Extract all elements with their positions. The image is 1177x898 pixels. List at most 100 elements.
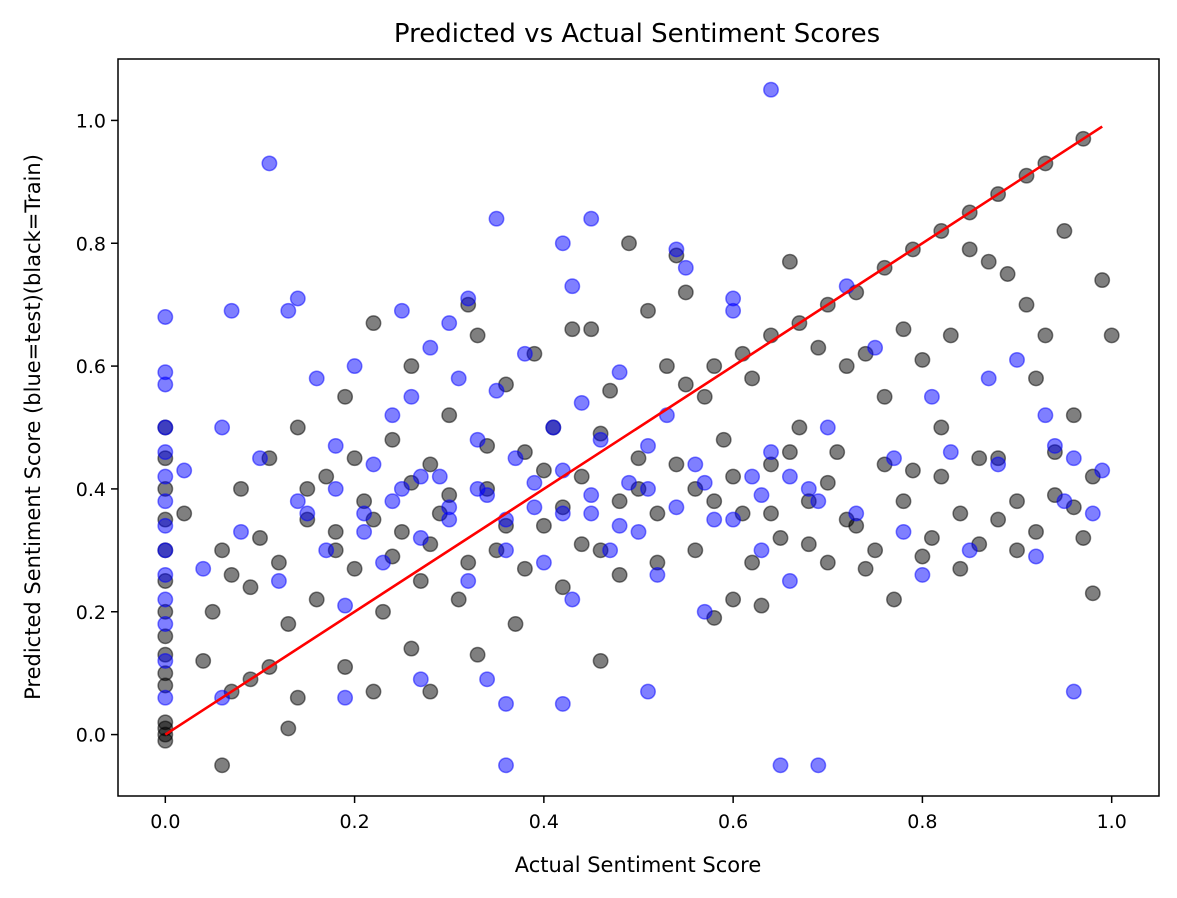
test-point [195, 560, 212, 577]
train-point [829, 444, 846, 461]
test-point [649, 566, 666, 583]
train-point [725, 591, 742, 608]
train-point [233, 480, 249, 497]
test-point [498, 542, 514, 559]
test-point [554, 505, 571, 522]
test-point [535, 554, 552, 571]
train-point [876, 388, 893, 405]
test-point [384, 407, 401, 424]
test-point [157, 591, 174, 608]
train-point [422, 683, 439, 700]
train-point [772, 530, 789, 546]
test-point [356, 505, 373, 522]
train-point [280, 616, 297, 632]
test-point [450, 370, 467, 387]
train-point [904, 462, 921, 479]
train-point [1028, 370, 1044, 387]
test-point [573, 394, 590, 411]
y-axis-ticks: 0.0 0.2 0.4 0.6 0.8 1.0 [76, 110, 118, 747]
test-point [270, 573, 287, 589]
train-point [677, 284, 694, 301]
train-point [744, 370, 761, 387]
plot-frame [117, 58, 1160, 797]
test-point [640, 480, 656, 497]
train-point [176, 505, 193, 522]
y-tick-label: 0.0 [76, 725, 106, 747]
train-point [952, 560, 969, 577]
test-point [498, 695, 514, 712]
test-point [460, 290, 477, 307]
test-point [289, 493, 306, 510]
train-point [753, 597, 770, 614]
train-point [602, 382, 619, 399]
train-point [337, 659, 354, 675]
train-point [403, 358, 420, 375]
test-point [507, 450, 524, 467]
chart-title: Predicted vs Actual Sentiment Scores [394, 19, 880, 49]
test-point [469, 480, 486, 497]
train-point [677, 376, 694, 393]
train-point [412, 573, 429, 589]
test-point [393, 480, 410, 497]
train-point [942, 327, 959, 344]
train-point [980, 253, 997, 270]
test-point [725, 302, 742, 319]
train-point [450, 591, 467, 608]
train-point [337, 388, 354, 405]
train-point [346, 560, 363, 577]
train-point [781, 444, 798, 461]
train-point [346, 450, 363, 467]
test-point [526, 499, 543, 516]
test-point [554, 695, 571, 712]
test-point [1009, 351, 1025, 368]
y-tick-label: 0.8 [76, 233, 106, 255]
test-point [602, 542, 619, 559]
test-point [356, 523, 373, 540]
test-point [696, 474, 713, 491]
test-point [611, 364, 628, 381]
test-point [526, 474, 543, 491]
test-point [753, 542, 770, 559]
train-point [687, 542, 704, 559]
test-point [990, 456, 1007, 473]
train-point [923, 530, 940, 546]
test-point [488, 382, 505, 399]
train-point [469, 646, 486, 663]
train-point [573, 536, 590, 553]
train-point [299, 480, 316, 497]
test-point [365, 456, 382, 473]
x-tick-label: 0.8 [907, 811, 937, 833]
test-point [441, 499, 458, 516]
train-point [516, 560, 533, 577]
train-point [1018, 296, 1035, 313]
train-point [696, 388, 713, 405]
test-point [157, 652, 174, 669]
test-point [412, 671, 429, 688]
train-point [1056, 223, 1073, 239]
test-point [706, 511, 723, 528]
test-point [393, 302, 410, 319]
test-point [621, 474, 637, 491]
train-point [1084, 585, 1101, 602]
train-point [441, 407, 458, 424]
test-point [668, 241, 685, 258]
test-point [157, 468, 174, 485]
test-point [867, 339, 884, 356]
test-point [942, 444, 959, 461]
test-point [327, 437, 344, 454]
y-tick-label: 0.2 [76, 602, 106, 624]
train-point [867, 542, 884, 559]
test-point [261, 155, 278, 172]
test-point [346, 358, 363, 375]
test-point [384, 493, 401, 510]
x-tick-label: 0.2 [339, 811, 369, 833]
test-point [819, 419, 836, 436]
test-point [810, 493, 827, 510]
train-point [592, 652, 609, 669]
train-point [725, 468, 742, 485]
train-point [886, 591, 902, 608]
train-point [763, 505, 779, 522]
train-point [838, 358, 855, 375]
train-point [895, 493, 912, 510]
